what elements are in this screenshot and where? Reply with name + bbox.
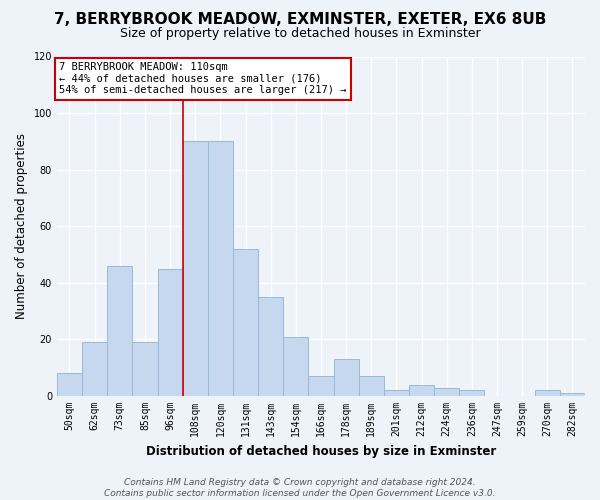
- Bar: [409, 384, 434, 396]
- Y-axis label: Number of detached properties: Number of detached properties: [15, 134, 28, 320]
- Text: Size of property relative to detached houses in Exminster: Size of property relative to detached ho…: [119, 28, 481, 40]
- X-axis label: Distribution of detached houses by size in Exminster: Distribution of detached houses by size …: [146, 444, 496, 458]
- Bar: [434, 388, 459, 396]
- Bar: [384, 390, 409, 396]
- Bar: [82, 342, 107, 396]
- Bar: [334, 360, 359, 396]
- Bar: [158, 268, 182, 396]
- Bar: [107, 266, 133, 396]
- Bar: [182, 142, 208, 396]
- Bar: [308, 376, 334, 396]
- Bar: [283, 336, 308, 396]
- Text: 7 BERRYBROOK MEADOW: 110sqm
← 44% of detached houses are smaller (176)
54% of se: 7 BERRYBROOK MEADOW: 110sqm ← 44% of det…: [59, 62, 347, 96]
- Bar: [57, 374, 82, 396]
- Bar: [459, 390, 484, 396]
- Text: Contains HM Land Registry data © Crown copyright and database right 2024.
Contai: Contains HM Land Registry data © Crown c…: [104, 478, 496, 498]
- Bar: [560, 393, 585, 396]
- Bar: [233, 249, 258, 396]
- Bar: [535, 390, 560, 396]
- Bar: [133, 342, 158, 396]
- Bar: [208, 142, 233, 396]
- Bar: [359, 376, 384, 396]
- Bar: [258, 297, 283, 396]
- Text: 7, BERRYBROOK MEADOW, EXMINSTER, EXETER, EX6 8UB: 7, BERRYBROOK MEADOW, EXMINSTER, EXETER,…: [54, 12, 546, 28]
